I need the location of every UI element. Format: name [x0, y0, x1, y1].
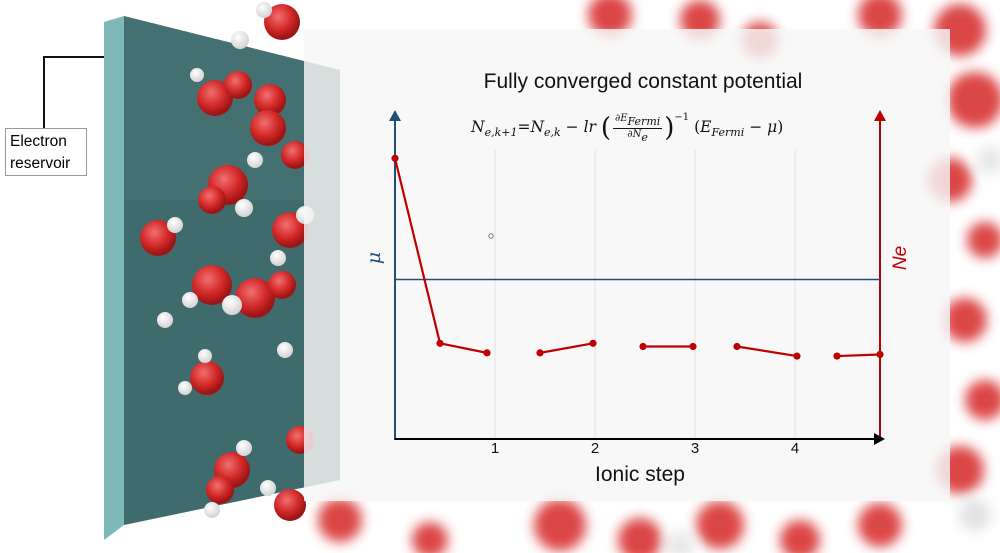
ne-series	[391, 154, 884, 360]
eq-minus: −	[565, 118, 579, 136]
ne-point-3-1	[793, 352, 801, 360]
grid-lines	[494, 150, 796, 439]
eq-rhs-n-sub: e,k	[544, 126, 561, 139]
eq-frac-num: ∂E	[615, 112, 628, 124]
mu-axis-arrow	[389, 110, 401, 121]
plot-panel	[304, 29, 950, 501]
ne-point-0-0	[391, 154, 399, 162]
ne-point-0-2	[483, 349, 491, 357]
x-axis-arrow	[874, 433, 885, 445]
ne-point-3-0	[733, 342, 741, 351]
ne-point-2-1	[689, 342, 697, 351]
reservoir-label-line-1: Electron	[10, 133, 67, 150]
reservoir-connector-line	[43, 56, 104, 128]
x-tick-2: 2	[590, 440, 600, 457]
x-tick-1: 1	[490, 440, 500, 457]
eq-exponent: −1	[674, 112, 690, 123]
mu-axis-label: μ	[363, 251, 385, 265]
ne-segment-4	[836, 353, 881, 358]
eq-paren-e: E	[700, 118, 712, 136]
ne-segment-3	[736, 345, 798, 358]
ne-point-4-0	[833, 352, 841, 360]
ne-point-1-1	[589, 339, 597, 347]
eq-lr: lr	[583, 118, 596, 136]
ne-axis-arrow	[874, 110, 886, 121]
ne-point-0-1	[436, 339, 444, 347]
ne-point-4-1	[876, 350, 884, 359]
ne-axis-label: Ne	[890, 245, 911, 271]
eq-frac-den-sub: e	[641, 130, 648, 144]
reservoir-label-line-2: reservoir	[10, 155, 71, 172]
eq-paren-e-sub: Fermi	[711, 126, 745, 139]
x-tick-4: 4	[790, 440, 800, 457]
ne-point-1-0	[536, 349, 544, 357]
eq-lhs: N	[471, 118, 485, 136]
electron-reservoir-label: Electron reservoir	[5, 128, 87, 176]
x-axis-label: Ionic step	[595, 463, 685, 486]
eq-equals: =	[517, 118, 531, 136]
small-marker	[488, 233, 494, 239]
eq-rhs-n: N	[530, 118, 545, 136]
ne-point-2-0	[639, 342, 647, 351]
chart-title: Fully converged constant potential	[483, 70, 803, 93]
eq-frac-num-sub: Fermi	[627, 114, 661, 128]
eq-frac-den: ∂N	[627, 128, 642, 140]
x-tick-3: 3	[690, 440, 700, 457]
ne-segment-1	[539, 342, 594, 354]
update-equation: Ne,k+1=Ne,k − lr (∂EFermi ∂Ne)−1 (EFermi …	[471, 112, 784, 144]
eq-paren-rest: − μ	[749, 118, 778, 136]
eq-fraction: ∂EFermi ∂Ne	[613, 112, 663, 144]
eq-lhs-sub: e,k+1	[484, 126, 518, 139]
ne-segment-0	[393, 158, 488, 354]
